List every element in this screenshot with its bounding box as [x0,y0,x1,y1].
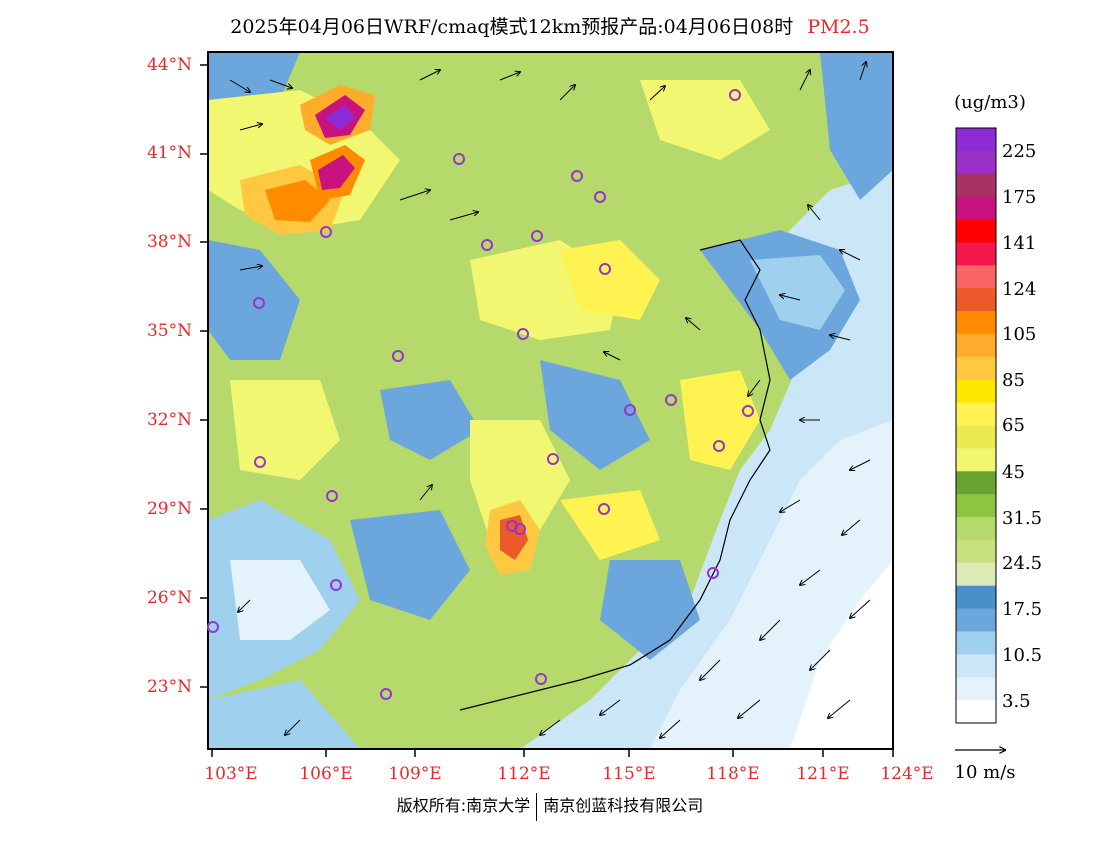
lat-label-35n: 35°N [146,321,192,341]
colorbar-swatch [956,288,996,312]
coastline [459,239,771,711]
colorbar-swatch [956,631,996,655]
title-text: 2025年04月06日WRF/cmaq模式12km预报产品:04月06日08时 [230,16,794,38]
map-frame [207,51,894,750]
colorbar-swatch [956,562,996,587]
axis-ticks [200,64,894,757]
copyright-footer: 版权所有:南京大学 南京创蓝科技有限公司 [0,792,1100,821]
pollutant-label: PM2.5 [807,16,870,38]
lon-label-124e: 124°E [880,764,934,784]
colorbar-label-45: 45 [1002,462,1025,483]
colorbar-swatch [956,448,996,472]
lon-label-112e: 112°E [497,764,551,784]
colorbar-swatch [956,379,996,404]
colorbar-label-24-5: 24.5 [1002,553,1043,574]
colorbar-label-31-5: 31.5 [1002,508,1043,529]
colorbar-label-141: 141 [1002,233,1037,254]
colorbar-label-85: 85 [1002,370,1025,391]
colorbar-swatch [956,471,996,495]
colorbar-label-105: 105 [1002,324,1037,345]
copyright-right: 南京创蓝科技有限公司 [543,796,704,815]
colorbar-swatch [956,311,996,335]
lat-label-44n: 44°N [146,55,192,75]
colorbar-swatch [956,402,996,426]
lon-label-115e: 115°E [602,764,656,784]
colorbar-swatch [956,677,996,701]
concentration-field [208,52,893,749]
colorbar-swatch [956,196,996,221]
colorbar-label-3-5: 3.5 [1002,691,1031,712]
chart-title: 2025年04月06日WRF/cmaq模式12km预报产品:04月06日08时 P… [0,12,1100,39]
colorbar-swatch [956,585,996,610]
station-markers [207,89,754,700]
colorbar [956,128,996,724]
colorbar-swatch [956,150,996,175]
colorbar-swatch [956,333,996,358]
lon-label-106e: 106°E [299,764,353,784]
colorbar-label-175: 175 [1002,187,1037,208]
wind-reference-label: 10 m/s [954,762,1016,783]
colorbar-label-65: 65 [1002,415,1025,436]
lat-label-26n: 26°N [146,588,192,608]
colorbar-swatch [956,654,996,678]
wind-vectors [229,62,871,738]
colorbar-unit: (ug/m3) [954,92,1026,113]
lat-label-41n: 41°N [146,143,192,163]
lat-label-32n: 32°N [146,410,192,430]
colorbar-label-124: 124 [1002,279,1037,300]
colorbar-swatch [956,265,996,289]
colorbar-swatch [956,219,996,243]
colorbar-swatch [956,494,996,518]
lat-label-23n: 23°N [146,677,192,697]
colorbar-swatch [956,128,996,152]
colorbar-frame [955,127,997,724]
lon-label-103e: 103°E [204,764,258,784]
colorbar-swatch [956,608,996,632]
colorbar-swatch [956,242,996,266]
colorbar-swatch [956,425,996,449]
lat-label-29n: 29°N [146,499,192,519]
colorbar-label-17-5: 17.5 [1002,599,1043,620]
copyright-left: 版权所有:南京大学 [396,796,531,815]
colorbar-swatch [956,700,996,724]
lon-label-121e: 121°E [796,764,850,784]
colorbar-swatch [956,356,996,381]
lon-label-118e: 118°E [706,764,760,784]
footer-divider [536,792,538,821]
colorbar-swatch [956,173,996,198]
colorbar-swatch [956,539,996,564]
colorbar-swatch [956,517,996,541]
lat-label-38n: 38°N [146,232,192,252]
lon-label-109e: 109°E [388,764,442,784]
colorbar-label-10-5: 10.5 [1002,645,1043,666]
colorbar-label-225: 225 [1002,141,1037,162]
